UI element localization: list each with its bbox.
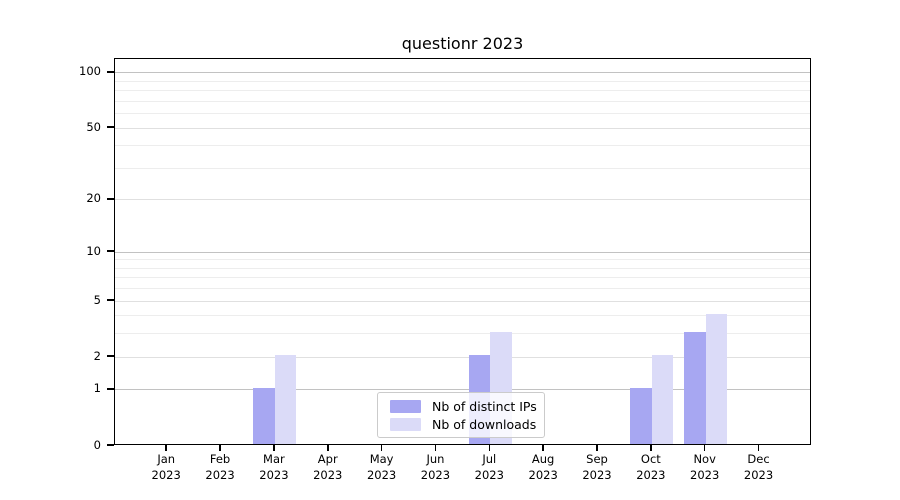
x-tick-label-sep: Sep 2023 xyxy=(582,452,612,482)
y-gridline-10 xyxy=(115,251,810,253)
x-tick-mark-nov xyxy=(703,445,706,451)
x-tick-label-jun: Jun 2023 xyxy=(420,452,451,482)
y-tick-label-1: 1 xyxy=(93,381,101,396)
y-tick-mark-50 xyxy=(107,126,114,128)
y-gridline-7 xyxy=(115,277,810,279)
y-gridline-80 xyxy=(115,90,810,92)
x-tick-mark-oct xyxy=(650,445,652,451)
x-tick-mark-aug xyxy=(542,445,544,451)
x-tick-label-jul: Jul 2023 xyxy=(474,452,504,482)
legend-label-downloads: Nb of downloads xyxy=(432,417,537,432)
y-gridline-30 xyxy=(115,167,810,169)
x-tick-mark-apr xyxy=(327,445,329,451)
x-tick-mark-feb xyxy=(219,445,221,451)
y-gridline-2 xyxy=(115,356,810,358)
y-gridline-9 xyxy=(115,259,810,261)
y-tick-mark-5 xyxy=(107,299,114,301)
y-gridline-3 xyxy=(115,333,810,335)
bar-mar-distinct-ips xyxy=(253,387,275,444)
x-tick-label-dec: Dec 2023 xyxy=(743,452,774,482)
plot-area: Nb of distinct IPs Nb of downloads xyxy=(114,58,811,445)
y-gridline-6 xyxy=(115,288,810,290)
x-tick-label-feb: Feb 2023 xyxy=(205,452,235,482)
y-tick-mark-2 xyxy=(107,355,114,357)
x-tick-mark-jul xyxy=(488,445,491,451)
y-tick-mark-100 xyxy=(107,71,114,73)
x-tick-label-nov: Nov 2023 xyxy=(690,452,720,482)
x-tick-label-jan: Jan 2023 xyxy=(151,452,181,482)
y-tick-label-100: 100 xyxy=(79,64,101,79)
chart-title: questionr 2023 xyxy=(401,34,524,53)
y-gridline-40 xyxy=(115,145,810,147)
y-tick-mark-0 xyxy=(107,444,114,446)
x-tick-mark-sep xyxy=(596,445,598,451)
bar-oct-downloads xyxy=(651,355,674,444)
y-tick-label-20: 20 xyxy=(86,191,101,206)
x-tick-label-oct: Oct 2023 xyxy=(636,452,666,482)
bar-oct-distinct-ips xyxy=(630,387,652,444)
y-tick-mark-1 xyxy=(107,388,114,390)
x-tick-mark-jan xyxy=(165,445,167,451)
x-tick-label-mar: Mar 2023 xyxy=(259,452,289,482)
y-gridline-100 xyxy=(115,72,810,74)
bar-nov-downloads xyxy=(705,313,728,444)
x-tick-label-may: May 2023 xyxy=(366,452,397,482)
x-tick-mark-jun xyxy=(434,445,437,451)
legend-swatch-downloads xyxy=(390,418,421,431)
y-tick-label-0: 0 xyxy=(93,437,101,452)
legend-label-distinct-ips: Nb of distinct IPs xyxy=(432,399,537,414)
bar-mar-downloads xyxy=(274,355,297,444)
y-gridline-5 xyxy=(115,300,810,302)
x-tick-mark-mar xyxy=(273,445,275,451)
x-tick-label-apr: Apr 2023 xyxy=(313,452,343,482)
y-tick-label-10: 10 xyxy=(86,243,101,258)
legend-item-distinct-ips: Nb of distinct IPs xyxy=(390,399,537,414)
y-gridline-70 xyxy=(115,100,810,102)
y-tick-mark-10 xyxy=(107,250,114,252)
x-tick-mark-dec xyxy=(757,445,760,451)
y-tick-label-2: 2 xyxy=(93,348,101,363)
y-gridline-60 xyxy=(115,113,810,115)
y-gridline-90 xyxy=(115,80,810,82)
legend: Nb of distinct IPs Nb of downloads xyxy=(377,392,545,438)
y-tick-mark-20 xyxy=(107,198,114,200)
y-gridline-50 xyxy=(115,127,810,129)
y-gridline-1 xyxy=(115,389,810,391)
x-tick-label-aug: Aug 2023 xyxy=(528,452,558,482)
y-gridline-20 xyxy=(115,199,810,201)
x-tick-mark-may xyxy=(380,445,383,451)
legend-swatch-distinct-ips xyxy=(390,400,421,413)
legend-item-downloads: Nb of downloads xyxy=(390,417,536,432)
y-gridline-8 xyxy=(115,267,810,269)
y-gridline-4 xyxy=(115,315,810,317)
y-tick-label-5: 5 xyxy=(93,292,101,307)
bar-nov-distinct-ips xyxy=(684,331,706,444)
y-tick-label-50: 50 xyxy=(86,119,101,134)
